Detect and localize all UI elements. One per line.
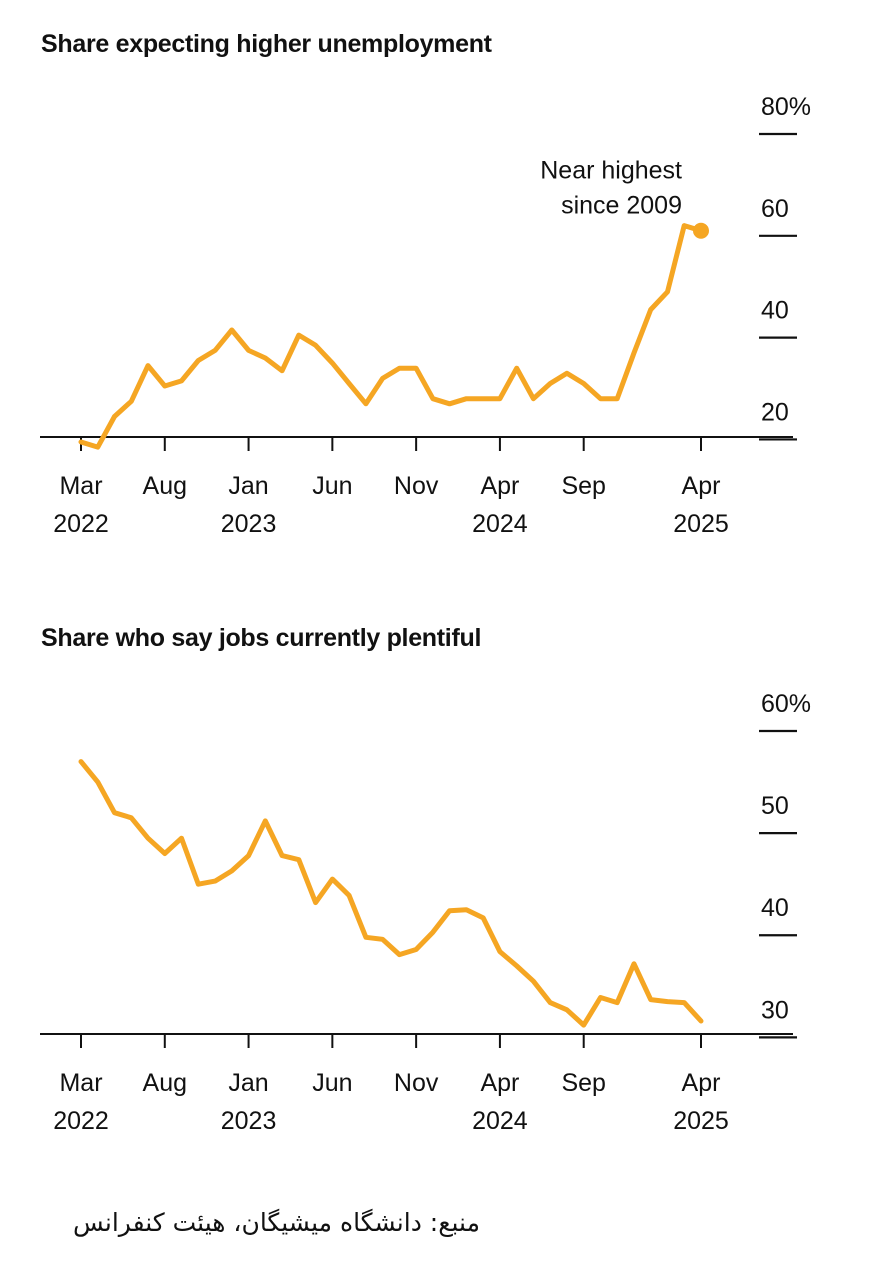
x-tick-year-label: 2022 [53,1107,109,1135]
x-tick-month-label: Mar [59,472,102,500]
y-tick-label: 30 [761,996,789,1024]
y-tick-label: 40 [761,297,789,325]
x-tick-month-label: Aug [143,472,187,500]
endpoint-marker [693,222,709,239]
jobs-plentiful-chart: 30 40 50 60% Mar 2022 Aug Jan 2023 Jun Nov Apr 2024 S… [40,690,811,1135]
y-tick-label: 80% [761,93,811,121]
x-tick-month-label: Nov [394,1069,439,1097]
x-tick-month-label: Apr [480,472,519,500]
series-line [78,759,704,1028]
x-tick-month-label: Jan [228,472,268,500]
x-tick-month-label: Sep [561,1069,605,1097]
x-tick-month-label: Nov [394,472,439,500]
chart-2-title: Share who say jobs currently plentiful [41,624,482,652]
x-tick-year-label: 2023 [221,510,277,538]
x-tick-month-label: Mar [59,1069,102,1097]
annotation-label: since 2009 [561,192,682,220]
x-tick-month-label: Apr [682,472,721,500]
y-tick-label: 50 [761,792,789,820]
x-tick-month-label: Jun [312,1069,352,1097]
x-tick-year-label: 2024 [472,510,528,538]
x-tick-year-label: 2025 [673,510,729,538]
chart-1-title: Share expecting higher unemployment [41,30,492,58]
y-tick-label: 60 [761,195,789,223]
x-tick-month-label: Jan [228,1069,268,1097]
y-tick-label: 60% [761,690,811,718]
x-tick-month-label: Jun [312,472,352,500]
unemployment-expectation-chart: 20 40 60 80% Mar 2022 Aug Jan 2023 Jun Nov Apr 2024 S… [40,93,811,538]
x-tick-month-label: Sep [561,472,605,500]
y-tick-label: 40 [761,894,789,922]
source-note: منبع: دانشگاه میشیگان، هیئت کنفرانس [73,1208,480,1237]
x-tick-year-label: 2024 [472,1107,528,1135]
x-tick-month-label: Aug [143,1069,187,1097]
y-tick-label: 20 [761,398,789,426]
x-tick-month-label: Apr [480,1069,519,1097]
x-tick-year-label: 2023 [221,1107,277,1135]
x-tick-year-label: 2022 [53,510,109,538]
series-line [78,223,704,450]
x-tick-month-label: Apr [682,1069,721,1097]
x-tick-year-label: 2025 [673,1107,729,1135]
annotation-label: Near highest [540,157,682,185]
